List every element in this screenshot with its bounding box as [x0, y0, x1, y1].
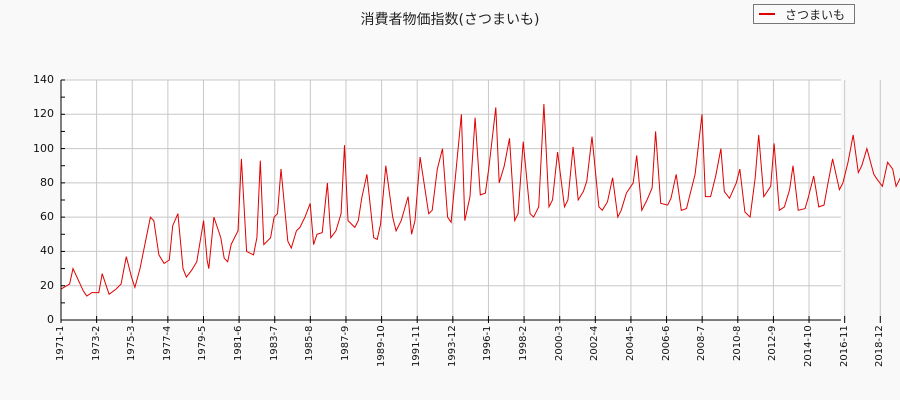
- y-tick-label: 80: [40, 175, 54, 189]
- x-tick-label: 1998-2: [518, 325, 530, 361]
- x-tick-label: 1985-8: [304, 325, 316, 361]
- legend-line-icon: [759, 13, 775, 15]
- x-tick-label: 1987-9: [339, 325, 351, 361]
- y-tick-label: 60: [40, 210, 54, 224]
- gridlines: [61, 79, 881, 320]
- data-series-line: [60, 103, 900, 297]
- x-tick-label: 2010-8: [731, 325, 743, 361]
- y-tick-label: 0: [47, 313, 54, 326]
- x-tick-label: 2014-10: [803, 324, 815, 367]
- y-tick-label: 120: [33, 107, 54, 121]
- x-tick-label: 1975-3: [126, 325, 138, 361]
- x-tick-label: 1977-4: [161, 325, 173, 361]
- x-tick-label: 1979-5: [197, 325, 209, 361]
- plot-background: [61, 80, 841, 320]
- x-tick-label: 2012-9: [767, 325, 779, 361]
- x-tick-label: 2008-7: [696, 325, 708, 361]
- x-tick-label: 1981-6: [233, 325, 245, 361]
- y-tick-label: 140: [33, 73, 54, 86]
- legend-label: さつまいも: [785, 7, 846, 22]
- x-tick-label: 1996-1: [482, 325, 494, 361]
- x-tick-label: 2004-5: [624, 325, 636, 361]
- x-tick-label: 2002-4: [589, 325, 601, 361]
- x-tick-label: 1989-10: [375, 324, 387, 367]
- x-tick-label: 2000-3: [553, 325, 565, 361]
- y-tick-label: 100: [33, 141, 54, 155]
- x-tick-label: 2006-6: [660, 325, 672, 361]
- chart-title: 消費者物価指数(さつまいも): [360, 12, 540, 28]
- x-tick-label: 1991-11: [411, 324, 423, 367]
- legend: さつまいも: [753, 4, 855, 24]
- x-tick-label: 2018-12: [874, 324, 886, 367]
- x-tick-label: 1971-1: [55, 325, 66, 361]
- y-tick-label: 20: [40, 278, 54, 292]
- x-tick-label: 1983-7: [268, 325, 280, 361]
- axis-ticks: [60, 79, 881, 323]
- y-tick-label: 40: [40, 244, 54, 258]
- x-tick-label: 1993-12: [446, 324, 458, 367]
- x-tick-label: 1973-2: [90, 325, 102, 361]
- x-tick-label: 2016-11: [838, 324, 850, 367]
